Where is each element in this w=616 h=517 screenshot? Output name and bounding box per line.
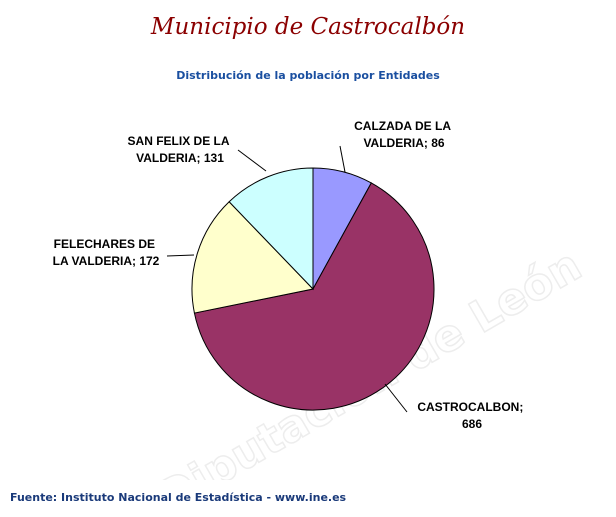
chart-subtitle: Distribución de la población por Entidad…	[176, 69, 440, 82]
pie-chart: Diputación de León CALZADA DE LA VALDERI…	[53, 119, 591, 480]
pie-slices	[191, 167, 435, 411]
slice-label-castrocalbon: CASTROCALBON; 686	[417, 400, 526, 431]
leader-line-castrocalbon	[384, 383, 408, 413]
leader-line-san-felix	[237, 149, 267, 172]
page-title: Municipio de Castrocalbón	[150, 14, 466, 40]
slice-label-felechares-line2: LA VALDERIA; 172	[53, 254, 160, 268]
slice-label-felechares: FELECHARES DE LA VALDERIA; 172	[53, 237, 160, 268]
pie-slice-castrocalbon	[193, 182, 435, 411]
pie-slice-san-felix	[228, 167, 314, 291]
slice-label-castrocalbon-line1: CASTROCALBON;	[417, 400, 523, 414]
pie-slice-felechares	[191, 201, 314, 314]
slice-label-calzada: CALZADA DE LA VALDERIA; 86	[354, 119, 454, 150]
slice-label-san-felix-line2: VALDERIA; 131	[136, 151, 224, 165]
leader-line-calzada	[339, 145, 346, 173]
leader-line-felechares	[166, 254, 195, 257]
slice-label-san-felix: SAN FELIX DE LA VALDERIA; 131	[128, 134, 233, 165]
slice-label-san-felix-line1: SAN FELIX DE LA	[128, 134, 230, 148]
slice-label-calzada-line2: VALDERIA; 86	[363, 136, 444, 150]
slice-label-felechares-line1: FELECHARES DE	[54, 237, 155, 251]
source-footer: Fuente: Instituto Nacional de Estadístic…	[10, 491, 347, 504]
leader-lines	[166, 145, 408, 413]
slice-label-castrocalbon-line2: 686	[462, 417, 482, 431]
slice-label-calzada-line1: CALZADA DE LA	[354, 119, 451, 133]
